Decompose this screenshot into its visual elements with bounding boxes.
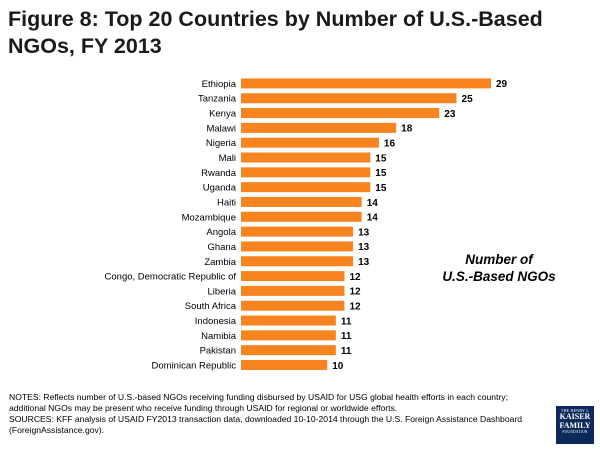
logo-line-1: THE HENRY J. xyxy=(560,408,590,413)
bar xyxy=(241,108,440,119)
data-label: 29 xyxy=(496,79,508,90)
data-label: 15 xyxy=(375,183,387,194)
category-label: Kenya xyxy=(209,109,237,120)
category-label: Pakistan xyxy=(200,346,236,357)
category-label: Angola xyxy=(206,227,236,238)
category-label: Uganda xyxy=(203,183,237,194)
series-label: Number of U.S.-Based NGOs xyxy=(440,251,558,285)
bar xyxy=(241,78,491,89)
data-label: 11 xyxy=(341,331,352,342)
series-label-line1: Number of xyxy=(465,252,533,267)
data-label: 25 xyxy=(462,94,474,105)
category-label: Nigeria xyxy=(206,138,237,149)
bar xyxy=(241,137,379,148)
bar xyxy=(241,271,345,282)
category-label: Malawi xyxy=(206,123,236,134)
data-label: 13 xyxy=(358,227,370,238)
sources-line-1: SOURCES: KFF analysis of USAID FY2013 tr… xyxy=(9,414,523,424)
category-label: Indonesia xyxy=(195,316,237,327)
data-label: 12 xyxy=(349,272,361,283)
category-label: Haiti xyxy=(217,197,236,208)
series-label-line2: U.S.-Based NGOs xyxy=(442,269,556,284)
category-label: Mozambique xyxy=(182,212,236,223)
category-label: Ethiopia xyxy=(202,79,237,90)
bar xyxy=(241,211,362,222)
category-label: Tanzania xyxy=(198,94,237,105)
notes-line-2: additional NGOs may be present who recei… xyxy=(9,403,398,413)
data-label: 11 xyxy=(341,346,352,357)
bar xyxy=(241,152,371,163)
category-label: Congo, Democratic Republic of xyxy=(105,272,237,283)
chart-notes: NOTES: Reflects number of U.S.-based NGO… xyxy=(9,392,549,436)
category-label: Mali xyxy=(219,153,236,164)
bar xyxy=(241,345,336,356)
data-label: 13 xyxy=(358,242,370,253)
bar-chart: Ethiopia 29 Tanzania 25 Kenya 23 Malawi 18 Niger… xyxy=(105,78,508,372)
category-label: Rwanda xyxy=(201,168,237,179)
bar xyxy=(241,359,328,370)
data-label: 12 xyxy=(349,302,361,313)
bar xyxy=(241,182,371,193)
data-label: 12 xyxy=(349,287,361,298)
chart-title: Figure 8: Top 20 Countries by Number of … xyxy=(8,7,543,58)
bar xyxy=(241,196,362,207)
category-label: Namibia xyxy=(201,331,237,342)
logo-line-3: FAMILY xyxy=(559,420,591,430)
kff-logo: THE HENRY J. KAISER FAMILY FOUNDATION xyxy=(556,406,594,444)
bar xyxy=(241,256,354,267)
data-label: 14 xyxy=(367,198,379,209)
bar xyxy=(241,330,336,341)
data-label: 15 xyxy=(375,153,387,164)
data-label: 18 xyxy=(401,124,413,135)
data-label: 16 xyxy=(384,138,396,149)
category-label: Zambia xyxy=(204,257,236,268)
data-label: 11 xyxy=(341,316,352,327)
bar xyxy=(241,315,336,326)
bar xyxy=(241,167,371,178)
bar xyxy=(241,241,354,252)
category-label: Ghana xyxy=(207,242,236,253)
logo-line-2: KAISER xyxy=(559,412,591,421)
bar xyxy=(241,226,354,237)
data-label: 15 xyxy=(375,168,387,179)
data-label: 23 xyxy=(444,109,456,120)
bar xyxy=(241,300,345,311)
category-label: South Africa xyxy=(185,301,237,312)
bar xyxy=(241,285,345,296)
category-label: Dominican Republic xyxy=(152,360,237,371)
data-label: 10 xyxy=(332,361,344,372)
logo-line-4: FOUNDATION xyxy=(562,430,588,434)
sources-line-2: (ForeignAssistance.gov). xyxy=(9,425,105,435)
notes-line-1: NOTES: Reflects number of U.S.-based NGO… xyxy=(9,392,508,402)
bar xyxy=(241,93,457,104)
data-label: 13 xyxy=(358,257,370,268)
category-label: Liberia xyxy=(207,286,236,297)
data-label: 14 xyxy=(367,213,379,224)
bar xyxy=(241,122,397,133)
